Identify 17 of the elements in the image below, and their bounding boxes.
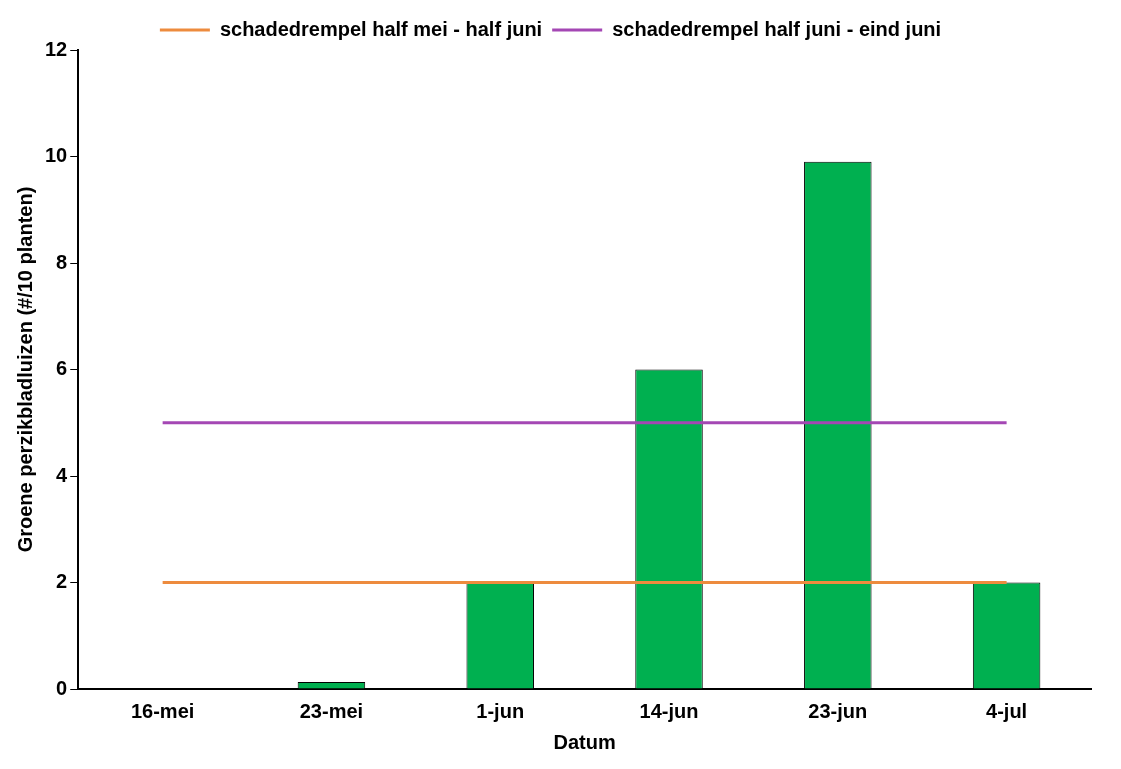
- y-axis-title: Groene perzikbladluizen (#/10 planten): [13, 186, 36, 553]
- x-tick-label: 14-jun: [639, 699, 699, 722]
- y-tick-label: 0: [56, 676, 68, 699]
- y-tick-label: 8: [56, 250, 68, 273]
- x-tick-label: 23-mei: [299, 699, 364, 722]
- y-tick-label: 4: [56, 463, 69, 486]
- y-tick-label: 2: [56, 570, 68, 593]
- legend-label: schadedrempel half mei - half juni: [219, 17, 543, 40]
- x-tick-label: 4-jul: [986, 699, 1028, 722]
- x-tick-label: 16-mei: [130, 699, 195, 722]
- x-axis-title: Datum: [553, 730, 616, 753]
- y-tick-label: 10: [45, 144, 68, 167]
- y-tick-label: 6: [56, 357, 68, 380]
- x-tick-label: 1-jun: [476, 699, 525, 722]
- x-tick-label: 23-jun: [808, 699, 868, 722]
- y-tick-label: 12: [45, 37, 68, 60]
- legend-label: schadedrempel half juni - eind juni: [612, 17, 942, 40]
